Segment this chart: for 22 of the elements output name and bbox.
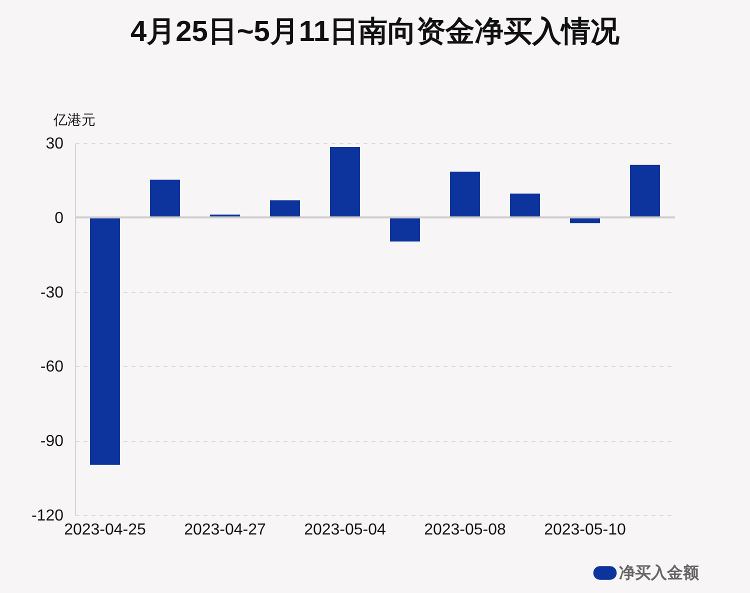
y-tick-label: -120 [31,508,64,524]
bar [510,194,540,218]
y-tick-label: 0 [54,210,64,227]
x-tick-label: 2023-05-04 [304,522,386,538]
y-tick-label: -30 [40,284,64,302]
bar [390,217,420,242]
x-tick-label: 2023-04-27 [184,522,266,538]
x-tick-label: 2023-04-25 [64,522,146,538]
bar [330,146,360,218]
y-tick-label: -90 [40,433,64,450]
x-tick-label: 2023-05-08 [424,522,506,538]
y-tick-label: 30 [46,136,64,152]
bar [90,217,120,465]
bar [450,172,480,218]
chart-title: 4月25日~5月11日南向资金净买入情况 [130,16,621,48]
bar [270,200,300,218]
bar [630,164,660,218]
bar [150,180,180,218]
legend-label: 净买入金额 [619,564,700,582]
y-axis-title: 亿港元 [52,112,96,128]
y-tick-label: -60 [40,358,64,376]
x-tick-label: 2023-05-10 [544,522,626,538]
